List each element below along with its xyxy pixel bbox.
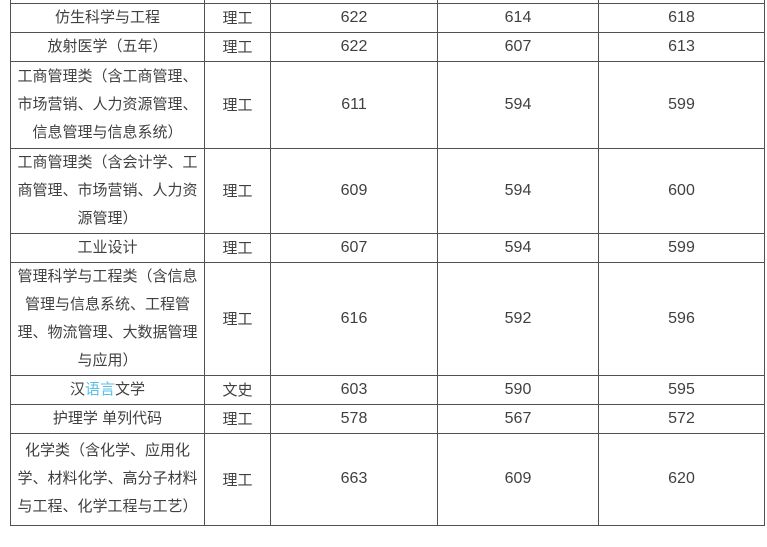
score-cell: 599 — [598, 60, 765, 149]
table-row: 仿生科学与工程 理工 622 614 618 — [10, 2, 765, 33]
score-cell: 614 — [437, 2, 599, 33]
score-cell: 572 — [598, 403, 765, 434]
major-text: 与工程、化学工程与工艺） — [17, 498, 198, 515]
score-cell: 622 — [270, 31, 438, 62]
major-text: 化学类（含化学、应用化 — [24, 442, 190, 459]
score-cell: 594 — [437, 232, 599, 263]
table-row: 护理学 单列代码 理工 578 567 572 — [10, 403, 765, 434]
table-body: 仿生科学与工程 理工 622 614 618 放射医学（五年） 理工 622 607 613 工商管… — [10, 0, 765, 526]
score-cell: 596 — [598, 261, 765, 376]
score-cell: 613 — [598, 31, 765, 62]
table-row: 放射医学（五年） 理工 622 607 613 — [10, 31, 765, 62]
major-text: 护理学 单列代码 — [52, 409, 163, 427]
category-cell: 理工 — [204, 261, 271, 376]
score-cell: 622 — [270, 2, 438, 33]
major-text: 工商管理类（含会计学、工 — [17, 153, 198, 171]
table-row: 化学类（含化学、应用化 学、材料化学、高分子材料 与工程、化学工程与工艺） 理工 663… — [10, 432, 765, 526]
major-cell: 放射医学（五年） — [10, 31, 205, 62]
score-cell: 590 — [437, 374, 599, 405]
major-text: 放射医学（五年） — [47, 37, 168, 55]
table-row: 管理科学与工程类（含信息 管理与信息系统、工程管 理、物流管理、大数据管理 与应用）理… — [10, 261, 765, 376]
table-row: 汉语言文学 文史 603 590 595 — [10, 374, 765, 405]
score-cell: 567 — [437, 403, 599, 434]
major-text: 理、物流管理、大数据管理 — [17, 323, 198, 341]
major-text: 学、材料化学、高分子材料 — [17, 470, 198, 487]
major-cell: 护理学 单列代码 — [10, 403, 205, 434]
major-text: 仿生科学与工程 — [54, 8, 160, 26]
score-cell: 599 — [598, 232, 765, 263]
admission-score-table: 仿生科学与工程 理工 622 614 618 放射医学（五年） 理工 622 607 613 工商管… — [10, 0, 765, 526]
major-cell: 工商管理类（含工商管理、 市场营销、人力资源管理、 信息管理与信息系统） — [10, 60, 205, 149]
major-cell: 汉语言文学 — [10, 374, 205, 405]
major-text: 文学 — [115, 380, 146, 398]
major-text: 工商管理类（含工商管理、 — [17, 67, 198, 85]
score-cell: 600 — [598, 147, 765, 234]
category-cell: 理工 — [204, 31, 271, 62]
score-cell: 594 — [437, 147, 599, 234]
category-cell: 理工 — [204, 232, 271, 263]
major-text: 与应用） — [77, 351, 138, 369]
major-text: 管理科学与工程类（含信息 — [17, 267, 198, 285]
table-row: 工业设计 理工 607 594 599 — [10, 232, 765, 263]
score-cell: 595 — [598, 374, 765, 405]
score-cell: 607 — [437, 31, 599, 62]
score-cell: 592 — [437, 261, 599, 376]
major-cell: 化学类（含化学、应用化 学、材料化学、高分子材料 与工程、化学工程与工艺） — [10, 432, 205, 526]
major-text: 管理与信息系统、工程管 — [24, 295, 190, 313]
major-text: 汉 — [69, 380, 85, 398]
score-cell: 618 — [598, 2, 765, 33]
table-row: 工商管理类（含会计学、工 商管理、市场营销、人力资 源管理） 理工 609 594 600 — [10, 147, 765, 234]
category-cell: 理工 — [204, 2, 271, 33]
score-cell: 620 — [598, 432, 765, 526]
score-cell: 663 — [270, 432, 438, 526]
major-text: 市场营销、人力资源管理、 — [17, 95, 198, 113]
major-cell: 工商管理类（含会计学、工 商管理、市场营销、人力资 源管理） — [10, 147, 205, 234]
score-cell: 578 — [270, 403, 438, 434]
category-cell: 理工 — [204, 60, 271, 149]
category-cell: 理工 — [204, 432, 271, 526]
score-cell: 611 — [270, 60, 438, 149]
category-cell: 文史 — [204, 374, 271, 405]
major-text: 工业设计 — [77, 238, 138, 256]
major-text: 商管理、市场营销、人力资 — [17, 181, 198, 199]
major-cell: 仿生科学与工程 — [10, 2, 205, 33]
score-cell: 603 — [270, 374, 438, 405]
category-cell: 理工 — [204, 147, 271, 234]
major-text: 信息管理与信息系统） — [32, 123, 183, 141]
major-cell: 工业设计 — [10, 232, 205, 263]
score-cell: 607 — [270, 232, 438, 263]
category-cell: 理工 — [204, 403, 271, 434]
major-text: 源管理） — [77, 209, 138, 227]
highlighted-keyword[interactable]: 语言 — [84, 380, 115, 398]
score-cell: 616 — [270, 261, 438, 376]
score-cell: 594 — [437, 60, 599, 149]
table-row: 工商管理类（含工商管理、 市场营销、人力资源管理、 信息管理与信息系统） 理工 611 5… — [10, 60, 765, 149]
major-cell: 管理科学与工程类（含信息 管理与信息系统、工程管 理、物流管理、大数据管理 与应用） — [10, 261, 205, 376]
score-cell: 609 — [270, 147, 438, 234]
score-cell: 609 — [437, 432, 599, 526]
